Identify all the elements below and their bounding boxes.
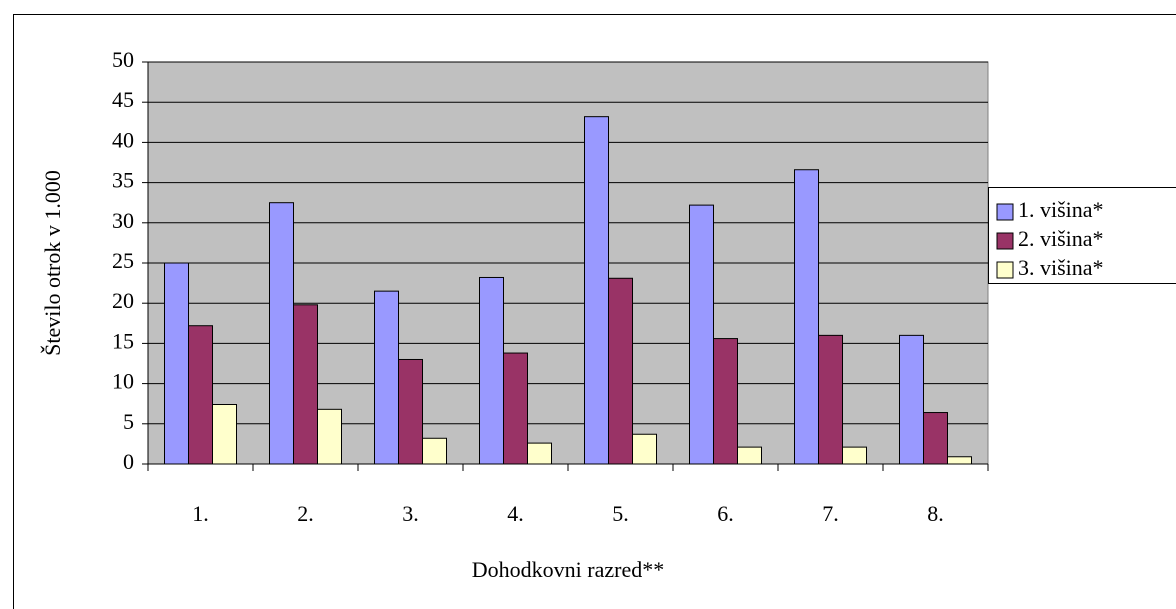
y-tick-label: 35 <box>112 168 134 193</box>
bar <box>737 446 762 465</box>
bar <box>632 433 657 465</box>
bar <box>713 338 738 465</box>
bar <box>212 404 237 465</box>
bar <box>794 169 819 465</box>
y-tick-label: 30 <box>112 208 134 233</box>
x-tick-label: 8. <box>927 501 944 526</box>
x-axis-label: Dohodkovni razred** <box>472 557 664 582</box>
x-tick-label: 5. <box>612 501 629 526</box>
bar <box>269 202 294 465</box>
y-tick-label: 25 <box>112 248 134 273</box>
bar <box>374 290 399 465</box>
bar <box>527 442 552 465</box>
y-tick-label: 10 <box>112 369 134 394</box>
bar <box>164 262 189 465</box>
bar <box>947 456 972 465</box>
y-tick-label: 5 <box>123 409 134 434</box>
bar <box>584 116 609 465</box>
legend-box <box>988 187 1176 284</box>
bar <box>842 446 867 465</box>
bar <box>608 277 633 465</box>
bar <box>818 334 843 465</box>
y-axis-label: Število otrok v 1.000 <box>40 170 65 356</box>
y-tick-label: 15 <box>112 328 134 353</box>
bar <box>503 352 528 465</box>
bar <box>398 358 423 465</box>
y-tick-label: 0 <box>123 449 134 474</box>
bar <box>479 276 504 465</box>
legend-swatch <box>996 232 1014 250</box>
bar <box>422 437 447 465</box>
legend-swatch <box>996 261 1014 279</box>
y-tick-label: 50 <box>112 47 134 72</box>
legend-label: 2. višina* <box>1018 226 1104 251</box>
y-tick-label: 40 <box>112 127 134 152</box>
legend-label: 1. višina* <box>1018 197 1104 222</box>
bar <box>293 304 318 465</box>
bar <box>899 334 924 465</box>
x-tick-label: 2. <box>297 501 314 526</box>
x-tick-label: 7. <box>822 501 839 526</box>
x-tick-label: 3. <box>402 501 419 526</box>
x-tick-label: 6. <box>717 501 734 526</box>
legend-swatch <box>996 203 1014 221</box>
bar <box>188 325 213 465</box>
bar <box>923 412 948 465</box>
y-tick-label: 45 <box>112 87 134 112</box>
y-tick-label: 20 <box>112 288 134 313</box>
bar <box>689 204 714 465</box>
x-tick-label: 1. <box>192 501 209 526</box>
x-tick-label: 4. <box>507 501 524 526</box>
bar <box>317 408 342 465</box>
legend-label: 3. višina* <box>1018 255 1104 280</box>
